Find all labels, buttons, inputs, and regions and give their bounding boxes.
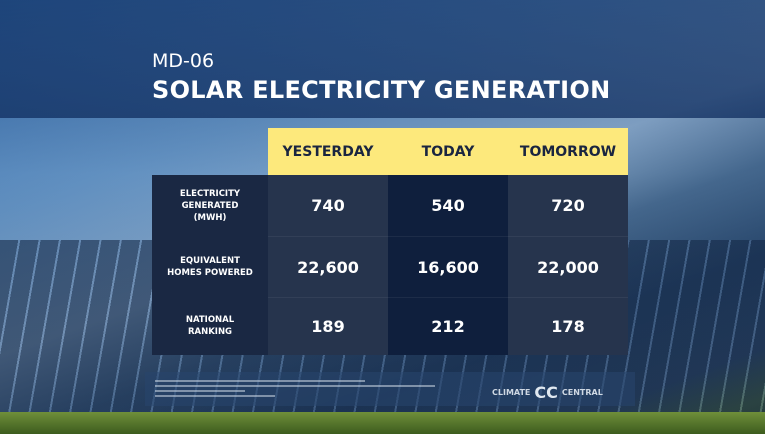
table-cell: 540 <box>388 175 508 236</box>
table-cell: 178 <box>508 297 628 355</box>
fine-print <box>155 390 245 392</box>
background-grass <box>0 412 765 434</box>
logo-text: CENTRAL <box>561 388 603 397</box>
row-label: EQUIVALENT HOMES POWERED <box>152 236 268 297</box>
fine-print <box>155 385 435 387</box>
logo: CLIMATE CC CENTRAL <box>492 383 603 402</box>
table-cell: 212 <box>388 297 508 355</box>
table-cell: 740 <box>268 175 388 236</box>
table-cell: 22,000 <box>508 236 628 297</box>
table-cell: 16,600 <box>388 236 508 297</box>
table-cell: 22,600 <box>268 236 388 297</box>
subtitle: MD-06 <box>152 50 215 72</box>
logo-mark: CC <box>534 383 558 402</box>
table-cell: 720 <box>508 175 628 236</box>
table-cell: 189 <box>268 297 388 355</box>
fine-print <box>155 380 365 382</box>
column-header: TODAY <box>388 128 508 175</box>
row-label: NATIONAL RANKING <box>152 297 268 355</box>
logo-text: CLIMATE <box>492 388 531 397</box>
title: SOLAR ELECTRICITY GENERATION <box>152 76 611 104</box>
row-label: ELECTRICITY GENERATED (MWH) <box>152 175 268 236</box>
header-band <box>0 0 765 118</box>
fine-print <box>155 395 275 397</box>
footer <box>145 372 635 406</box>
column-header: TOMORROW <box>508 128 628 175</box>
column-header: YESTERDAY <box>268 128 388 175</box>
